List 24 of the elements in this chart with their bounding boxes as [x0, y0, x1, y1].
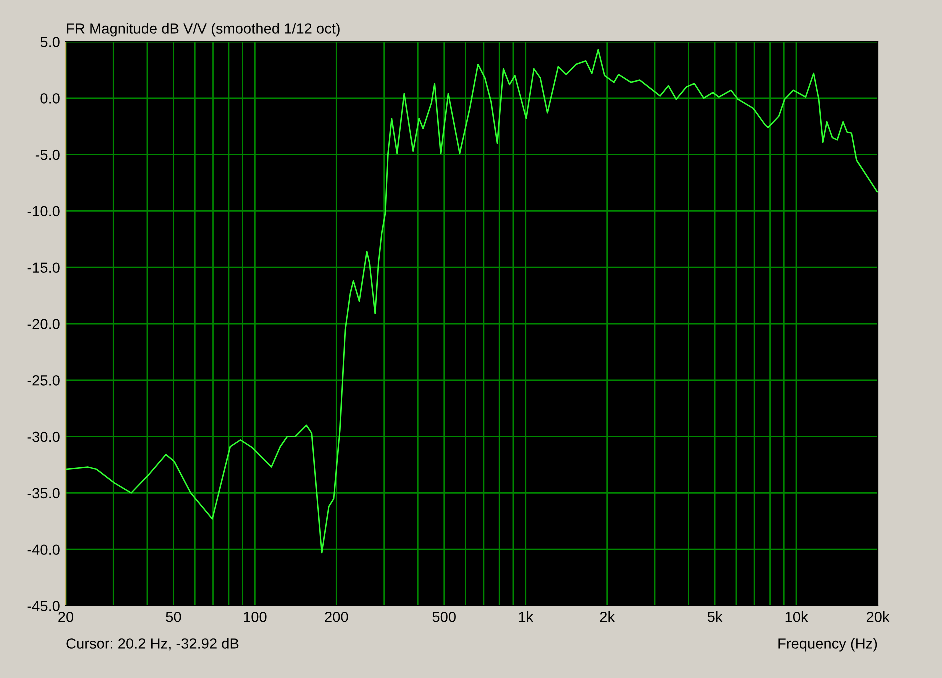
- x-axis-title: Frequency (Hz): [778, 638, 878, 652]
- y-tick-label: -45.0: [28, 601, 60, 612]
- x-tick-label: 1k: [519, 612, 534, 622]
- y-tick-label: 5.0: [40, 37, 60, 48]
- x-tick-label: 500: [432, 612, 456, 622]
- x-tick-label: 50: [166, 612, 182, 622]
- x-tick-label: 200: [325, 612, 348, 622]
- text: Cursor: 20.2 Hz, -32.92 dB: [66, 638, 239, 651]
- y-tick-label: -15.0: [28, 262, 60, 274]
- x-tick-label: 20k: [866, 612, 890, 622]
- x-tick-label: 100: [244, 612, 267, 622]
- y-tick-label: -5.0: [36, 150, 60, 160]
- y-tick-label: -35.0: [28, 488, 60, 499]
- x-tick-label: 5k: [708, 612, 723, 622]
- y-tick-label: 0.0: [40, 94, 60, 104]
- x-tick-label: 10k: [786, 612, 808, 622]
- x-tick-label: 2k: [600, 612, 616, 622]
- y-tick-label: -40.0: [28, 544, 60, 556]
- chart-title: FR Magnitude dB V/V (smoothed 1/12 oct): [67, 23, 340, 37]
- x-tick-label: 20: [58, 612, 74, 622]
- y-tick-label: -30.0: [28, 432, 60, 442]
- y-tick-label: -25.0: [28, 376, 60, 386]
- y-tick-label: -20.0: [28, 319, 60, 330]
- y-tick-label: -10.0: [28, 206, 60, 217]
